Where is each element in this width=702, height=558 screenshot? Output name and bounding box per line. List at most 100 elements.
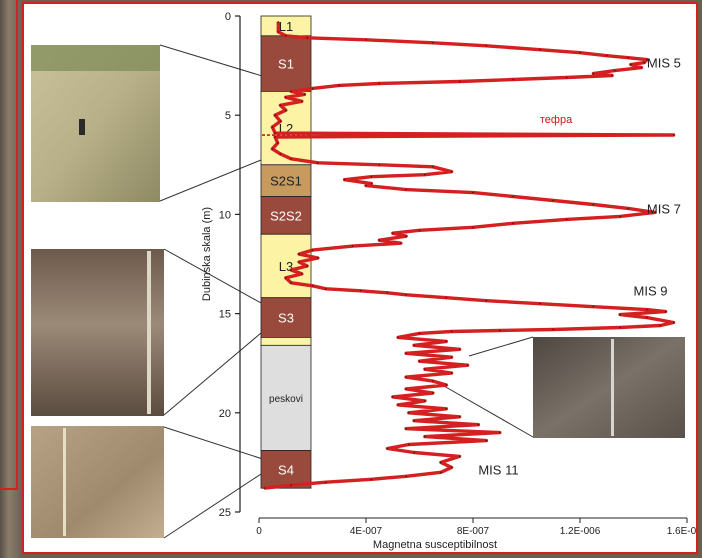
data-point xyxy=(512,195,514,198)
data-point xyxy=(311,249,314,251)
data-point xyxy=(445,340,448,343)
data-point xyxy=(654,211,656,214)
x-tick-label: 1.2E-006 xyxy=(560,526,601,537)
data-point xyxy=(386,447,389,450)
data-point xyxy=(271,148,274,150)
data-point xyxy=(290,158,292,160)
data-point xyxy=(405,188,407,191)
data-point xyxy=(619,326,621,329)
data-point xyxy=(279,104,282,107)
data-point xyxy=(405,235,407,238)
data-point xyxy=(627,56,629,59)
data-point xyxy=(445,408,448,410)
annotation-label: MIS 11 xyxy=(478,462,518,477)
data-point xyxy=(359,289,362,292)
strata-layer-label: L1 xyxy=(279,19,293,34)
data-point xyxy=(325,481,327,484)
data-point xyxy=(424,435,426,438)
strata-layer xyxy=(260,196,312,235)
data-point xyxy=(413,344,415,347)
data-point xyxy=(432,392,434,394)
data-point xyxy=(424,368,426,370)
data-point xyxy=(646,316,648,319)
x-tick-label: 8E-007 xyxy=(457,526,490,537)
figure-panel: 0 5 10 15 20 25 Dubinska skala (m) L1 S1 L2 S2S1… xyxy=(22,2,698,554)
data-point xyxy=(565,218,568,221)
data-point xyxy=(450,330,453,333)
data-point xyxy=(351,245,354,247)
data-point xyxy=(301,100,303,103)
data-point xyxy=(592,72,595,75)
data-point xyxy=(424,173,426,176)
data-point xyxy=(405,293,407,296)
data-point xyxy=(298,261,300,263)
data-point xyxy=(338,84,341,87)
data-point xyxy=(317,162,319,164)
data-point xyxy=(405,388,407,390)
data-point xyxy=(458,415,461,418)
depth-tick-label: 5 xyxy=(225,110,231,122)
depth-tick-label: 15 xyxy=(219,309,231,321)
annotation-label: MIS 9 xyxy=(634,284,668,299)
data-point xyxy=(399,242,402,244)
data-point xyxy=(613,69,616,72)
data-point xyxy=(408,443,410,446)
data-point xyxy=(432,380,434,382)
connector-line xyxy=(159,159,262,202)
data-point xyxy=(378,239,381,241)
data-point xyxy=(397,336,399,339)
depth-axis-label: Dubinska skala (m) xyxy=(201,207,213,301)
data-point xyxy=(370,175,373,178)
data-point xyxy=(279,120,282,122)
annotations: MIS 5 тефра MIS 7 MIS 9 MIS 11 xyxy=(478,56,680,478)
connector-line xyxy=(163,332,262,416)
depth-axis-ticks: 0 5 10 15 20 25 xyxy=(219,11,240,519)
data-point xyxy=(290,282,292,284)
data-point xyxy=(263,487,266,489)
data-point xyxy=(424,400,426,402)
data-point xyxy=(619,215,621,218)
data-point xyxy=(284,109,287,112)
data-point xyxy=(405,427,407,430)
depth-tick-label: 10 xyxy=(219,209,231,221)
data-point xyxy=(276,142,279,144)
data-point xyxy=(512,78,514,81)
data-point xyxy=(477,423,480,426)
data-point xyxy=(290,90,292,93)
data-point xyxy=(432,41,434,44)
depth-tick-label: 20 xyxy=(219,408,231,420)
data-point xyxy=(405,352,407,355)
x-tick-label: 1.6E-006 xyxy=(667,526,696,537)
strata-layer-label: peskovi xyxy=(269,394,303,405)
data-point xyxy=(279,153,282,155)
data-point xyxy=(284,96,287,99)
data-point xyxy=(284,35,287,37)
data-point xyxy=(539,48,541,51)
data-point xyxy=(317,257,319,259)
data-point xyxy=(440,461,442,464)
data-point xyxy=(418,360,421,363)
data-point xyxy=(311,87,314,90)
data-point xyxy=(418,229,421,232)
data-point xyxy=(303,93,306,96)
data-point xyxy=(298,253,300,255)
data-point xyxy=(611,74,613,77)
data-point xyxy=(386,291,389,294)
data-point xyxy=(418,332,421,335)
data-point xyxy=(592,203,595,206)
data-point xyxy=(378,164,381,166)
data-point xyxy=(646,308,648,311)
photo-paleosol-section xyxy=(31,249,164,416)
data-point xyxy=(450,372,453,374)
data-point xyxy=(579,51,581,54)
data-point xyxy=(552,328,555,331)
connector-line xyxy=(443,385,534,438)
data-point xyxy=(391,232,394,235)
strata-layer xyxy=(260,164,312,197)
data-point xyxy=(370,182,373,185)
strata-layer-label: S4 xyxy=(278,462,294,477)
data-point xyxy=(274,132,276,134)
data-point xyxy=(432,165,434,168)
data-point xyxy=(458,80,461,83)
